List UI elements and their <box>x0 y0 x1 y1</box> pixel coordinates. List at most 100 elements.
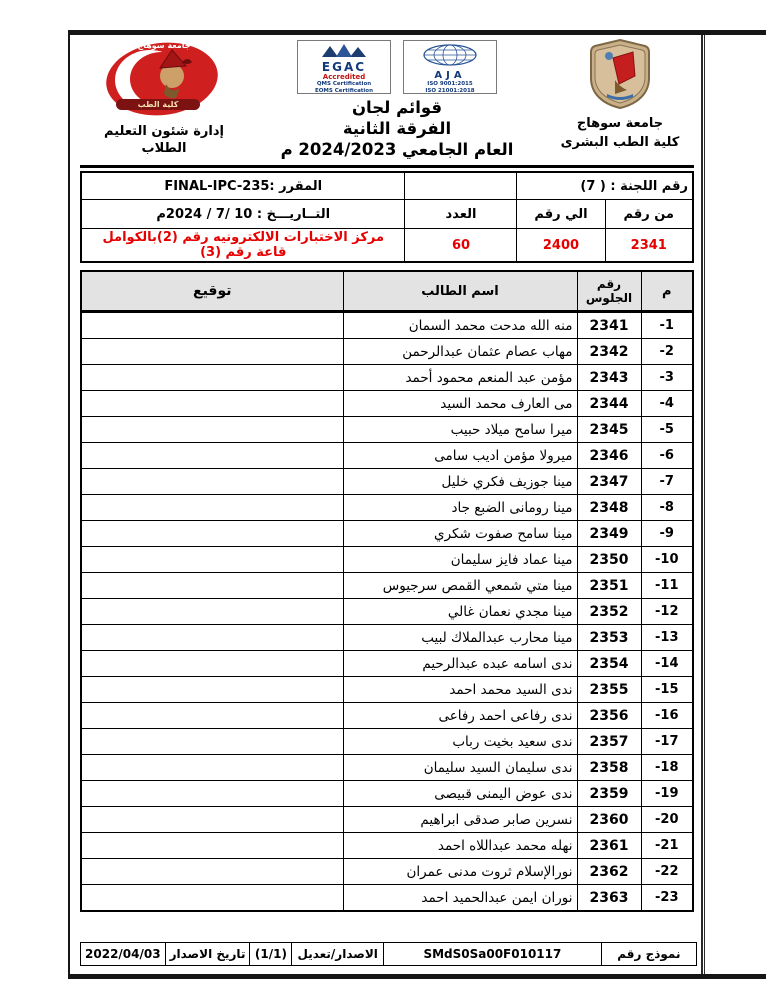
seat-number: 2356 <box>576 702 642 729</box>
student-name: منه الله مدحت محمد السمان <box>342 311 578 339</box>
from-number-label: من رقم <box>604 199 694 229</box>
column-header-seat-number: رقم الجلوس <box>576 270 642 313</box>
aja-accreditation-logo: AJA ISO 9001:2015 ISO 21001:2018 <box>403 40 497 94</box>
row-index: -4 <box>640 390 694 417</box>
table-row: -6 2346 ميرولا مؤمن اديب سامى <box>80 442 694 469</box>
students-table-body: -1 2341 منه الله مدحت محمد السمان -2 234… <box>80 311 694 912</box>
issue-date-label: تاريخ الاصدار <box>164 942 251 966</box>
egac-mountains-icon <box>316 43 372 62</box>
faculty-crescent-icon: جامعة سوهاج كلية الطب <box>98 38 230 122</box>
seat-number: 2361 <box>576 832 642 859</box>
signature-cell <box>80 702 344 729</box>
header-center-block: EGAC Accredited QMS Certification EOMS C… <box>248 38 546 160</box>
seat-number: 2353 <box>576 624 642 651</box>
egac-accredited-text: Accredited <box>322 73 366 81</box>
table-row: -20 2360 نسرين صابر صدقى ابراهيم <box>80 806 694 833</box>
student-name: مينا جوزيف فكري خليل <box>342 468 578 495</box>
signature-cell <box>80 338 344 365</box>
seat-number: 2352 <box>576 598 642 625</box>
row-index: -19 <box>640 780 694 807</box>
table-row: -16 2356 ندى رفاعى احمد رفاعى <box>80 702 694 729</box>
university-name-caption: جامعة سوهاج <box>576 116 664 131</box>
exam-date-label: التــاريـــخ : 10 /7 / 2024م <box>80 199 406 229</box>
signature-cell <box>80 676 344 703</box>
row-index: -14 <box>640 650 694 677</box>
student-name: مؤمن عبد المنعم محمود أحمد <box>342 364 578 391</box>
university-shield-icon <box>589 38 651 114</box>
row-index: -11 <box>640 572 694 599</box>
table-row: -17 2357 ندى سعيد بخيت رباب <box>80 728 694 755</box>
signature-cell <box>80 520 344 547</box>
egac-accreditation-logo: EGAC Accredited QMS Certification EOMS C… <box>297 40 391 94</box>
seat-number: 2357 <box>576 728 642 755</box>
egac-cert-line1: QMS Certification <box>316 81 372 87</box>
column-header-signature: توقيع <box>80 270 344 313</box>
student-name: مينا رومانى الضبع جاد <box>342 494 578 521</box>
from-number-value: 2341 <box>604 228 694 263</box>
table-row: -10 2350 مينا عماد فايز سليمان <box>80 546 694 573</box>
table-row: -19 2359 ندى عوض اليمنى قبيصى <box>80 780 694 807</box>
table-row: -5 2345 ميرا سامح ميلاد حبيب <box>80 416 694 443</box>
signature-cell <box>80 650 344 677</box>
seat-number: 2360 <box>576 806 642 833</box>
seat-number: 2362 <box>576 858 642 885</box>
page-scan-edge-line <box>701 35 705 974</box>
student-name: مينا متي شمعي القمص سرجيوس <box>342 572 578 599</box>
committee-number-label: رقم اللجنة : ( 7) <box>516 171 694 200</box>
students-table: م رقم الجلوس اسم الطالب توقيع -1 2341 من… <box>80 270 694 912</box>
row-index: -5 <box>640 416 694 443</box>
seat-number: 2343 <box>576 364 642 391</box>
student-name: ندى سليمان السيد سليمان <box>342 754 578 781</box>
row-index: -15 <box>640 676 694 703</box>
page-border-bottom <box>68 974 766 979</box>
row-index: -1 <box>640 311 694 339</box>
student-name: ميرا سامح ميلاد حبيب <box>342 416 578 443</box>
table-row: -21 2361 نهله محمد عبداللاه احمد <box>80 832 694 859</box>
document-header: جامعة سوهاج كلية الطب البشرى EGAC <box>80 38 694 160</box>
row-index: -17 <box>640 728 694 755</box>
student-name: مى العارف محمد السيد <box>342 390 578 417</box>
seat-number: 2344 <box>576 390 642 417</box>
egac-name-text: EGAC <box>321 60 367 74</box>
header-divider-line <box>80 165 694 168</box>
signature-cell <box>80 884 344 912</box>
exam-location-value: مركز الاختبارات الالكترونيه رقم (2)بالكو… <box>80 228 406 263</box>
seat-number: 2350 <box>576 546 642 573</box>
column-header-index: م <box>640 270 694 313</box>
count-label: العدد <box>404 199 518 229</box>
info-empty-cell <box>404 171 518 200</box>
signature-cell <box>80 806 344 833</box>
row-index: -8 <box>640 494 694 521</box>
student-name: ندى عوض اليمنى قبيصى <box>342 780 578 807</box>
seat-number: 2342 <box>576 338 642 365</box>
seat-number: 2354 <box>576 650 642 677</box>
signature-cell <box>80 728 344 755</box>
seat-number: 2346 <box>576 442 642 469</box>
row-index: -21 <box>640 832 694 859</box>
table-row: -11 2351 مينا متي شمعي القمص سرجيوس <box>80 572 694 599</box>
row-index: -22 <box>640 858 694 885</box>
table-row: -7 2347 مينا جوزيف فكري خليل <box>80 468 694 495</box>
course-label: المقرر :FINAL-IPC-235 <box>80 171 406 200</box>
to-number-value: 2400 <box>516 228 606 263</box>
row-index: -12 <box>640 598 694 625</box>
table-row: -22 2362 نورالإسلام ثروت مدنى عمران <box>80 858 694 885</box>
row-index: -6 <box>640 442 694 469</box>
aja-name-text: AJA <box>434 70 466 81</box>
faculty-logo-bottom-text: كلية الطب <box>116 99 200 110</box>
footer-row: نموذج رقم SMdS0Sa00F010117 الاصدار/تعديل… <box>80 942 698 966</box>
table-row: -18 2358 ندى سليمان السيد سليمان <box>80 754 694 781</box>
student-name: نوران ايمن عبدالحميد احمد <box>342 884 578 912</box>
version-value: (1/1) <box>249 942 293 966</box>
signature-cell <box>80 390 344 417</box>
signature-cell <box>80 311 344 339</box>
row-index: -7 <box>640 468 694 495</box>
signature-cell <box>80 624 344 651</box>
form-footer-table: نموذج رقم SMdS0Sa00F010117 الاصدار/تعديل… <box>80 942 698 966</box>
student-name: مينا محارب عبدالملاك لبيب <box>342 624 578 651</box>
row-index: -16 <box>640 702 694 729</box>
accreditation-logos: EGAC Accredited QMS Certification EOMS C… <box>248 40 546 94</box>
grade-title: الفرقة الثانية <box>342 119 452 138</box>
table-row: -12 2352 مينا مجدي نعمان غالي <box>80 598 694 625</box>
signature-cell <box>80 416 344 443</box>
